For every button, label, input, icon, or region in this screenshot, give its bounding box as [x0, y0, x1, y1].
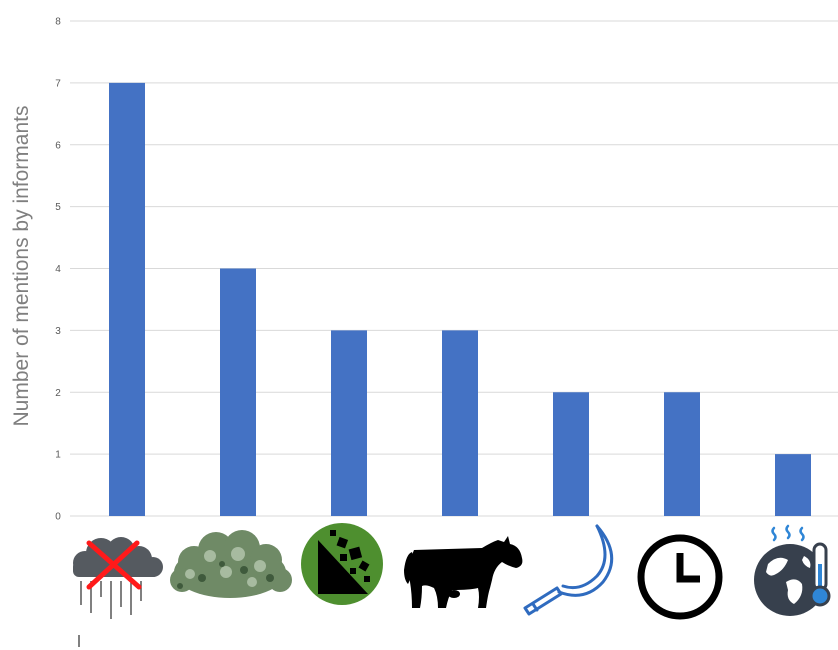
bar-landslide [331, 330, 367, 516]
sickle-icon [523, 524, 614, 616]
shrub-icon [170, 530, 292, 598]
y-tick-label: 5 [55, 202, 61, 213]
bar-globe-thermometer [775, 454, 811, 516]
y-tick-label: 7 [55, 78, 61, 89]
y-tick-labels: 0 1 2 3 4 5 6 7 8 [55, 17, 61, 523]
y-tick-label: 4 [55, 264, 61, 275]
y-tick-label: 8 [55, 17, 61, 28]
bar-sickle [553, 392, 589, 516]
y-tick-label: 0 [55, 512, 61, 523]
storm-cloud-icon [73, 537, 163, 647]
bar-storm-cloud [109, 82, 145, 516]
y-tick-label: 6 [55, 140, 61, 151]
globe-thermometer-icon [754, 524, 831, 616]
landslide-icon [301, 523, 383, 605]
bar-cow [442, 330, 478, 516]
gridlines [70, 20, 838, 517]
y-tick-label: 1 [55, 450, 61, 461]
bar-shrub [220, 268, 256, 516]
bars [109, 82, 811, 516]
y-tick-label: 2 [55, 388, 61, 399]
bar-clock [664, 392, 700, 516]
cow-icon [404, 536, 523, 608]
y-axis-title: Number of mentions by informants [10, 106, 33, 427]
clock-icon [637, 534, 723, 620]
y-tick-label: 3 [55, 326, 61, 337]
